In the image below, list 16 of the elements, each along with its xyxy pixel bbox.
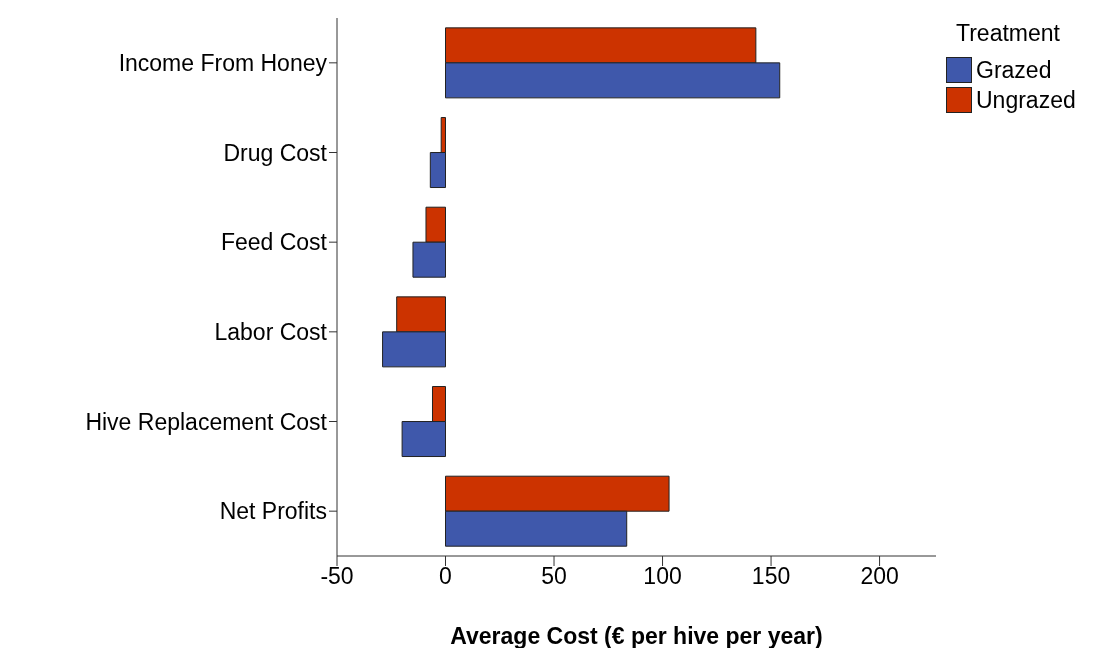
- y-tick-label: Hive Replacement Cost: [85, 408, 328, 435]
- x-tick-label: 200: [860, 563, 899, 590]
- y-tick-label: Feed Cost: [220, 229, 328, 256]
- x-tick-label: 150: [751, 563, 791, 590]
- y-tick-label: Labor Cost: [214, 319, 328, 345]
- x-tick-label: 50: [541, 563, 567, 590]
- x-tick-label: 0: [439, 563, 452, 590]
- y-tick-label: Income From Honey: [118, 50, 328, 76]
- x-axis-title: Average Cost (€ per hive per year): [450, 623, 823, 649]
- y-tick-label: Drug Cost: [223, 139, 328, 166]
- x-tick-label: 100: [643, 563, 682, 590]
- legend-title: Treatment: [956, 20, 1061, 47]
- y-tick-label: Net Profits: [219, 498, 327, 525]
- x-tick-label: -50: [320, 563, 354, 590]
- legend-label: Grazed: [976, 56, 1052, 84]
- legend-label: Ungrazed: [976, 86, 1076, 114]
